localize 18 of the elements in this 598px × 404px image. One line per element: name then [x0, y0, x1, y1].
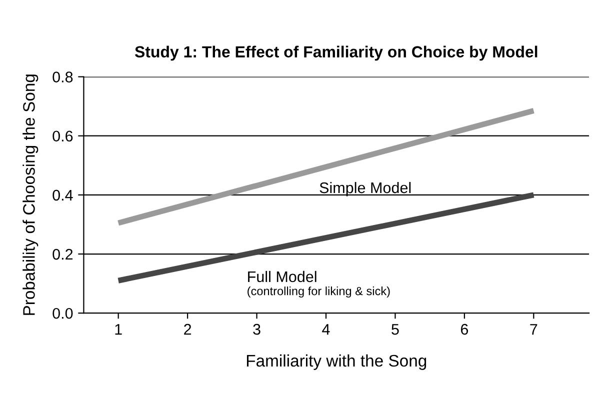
x-tick-label: 6	[460, 324, 468, 335]
y-tick-label: 0.8	[52, 72, 73, 82]
x-tick-label: 7	[530, 324, 538, 335]
x-axis-title: Familiarity with the Song	[246, 354, 426, 370]
y-tick-label: 0.2	[52, 248, 73, 260]
y-tick-label: 0.0	[52, 308, 73, 319]
series-label: Simple Model	[320, 182, 411, 196]
x-tick-label: 1	[115, 324, 122, 335]
x-tick-label: 2	[184, 324, 192, 335]
y-tick-label: 0.6	[52, 130, 73, 142]
x-tick-label: 4	[322, 324, 330, 335]
x-tick-label: 5	[392, 324, 399, 335]
y-tick-label: 0.4	[52, 190, 73, 201]
annotation: (controlling for liking & sick)	[248, 286, 390, 298]
chart-title: Study 1: The Effect of Familiarity on Choice by Model	[134, 46, 538, 61]
series-label: Full Model	[248, 270, 316, 282]
x-tick-label: 3	[253, 324, 260, 335]
y-axis-title: Probability of Choosing the Song	[22, 74, 38, 315]
